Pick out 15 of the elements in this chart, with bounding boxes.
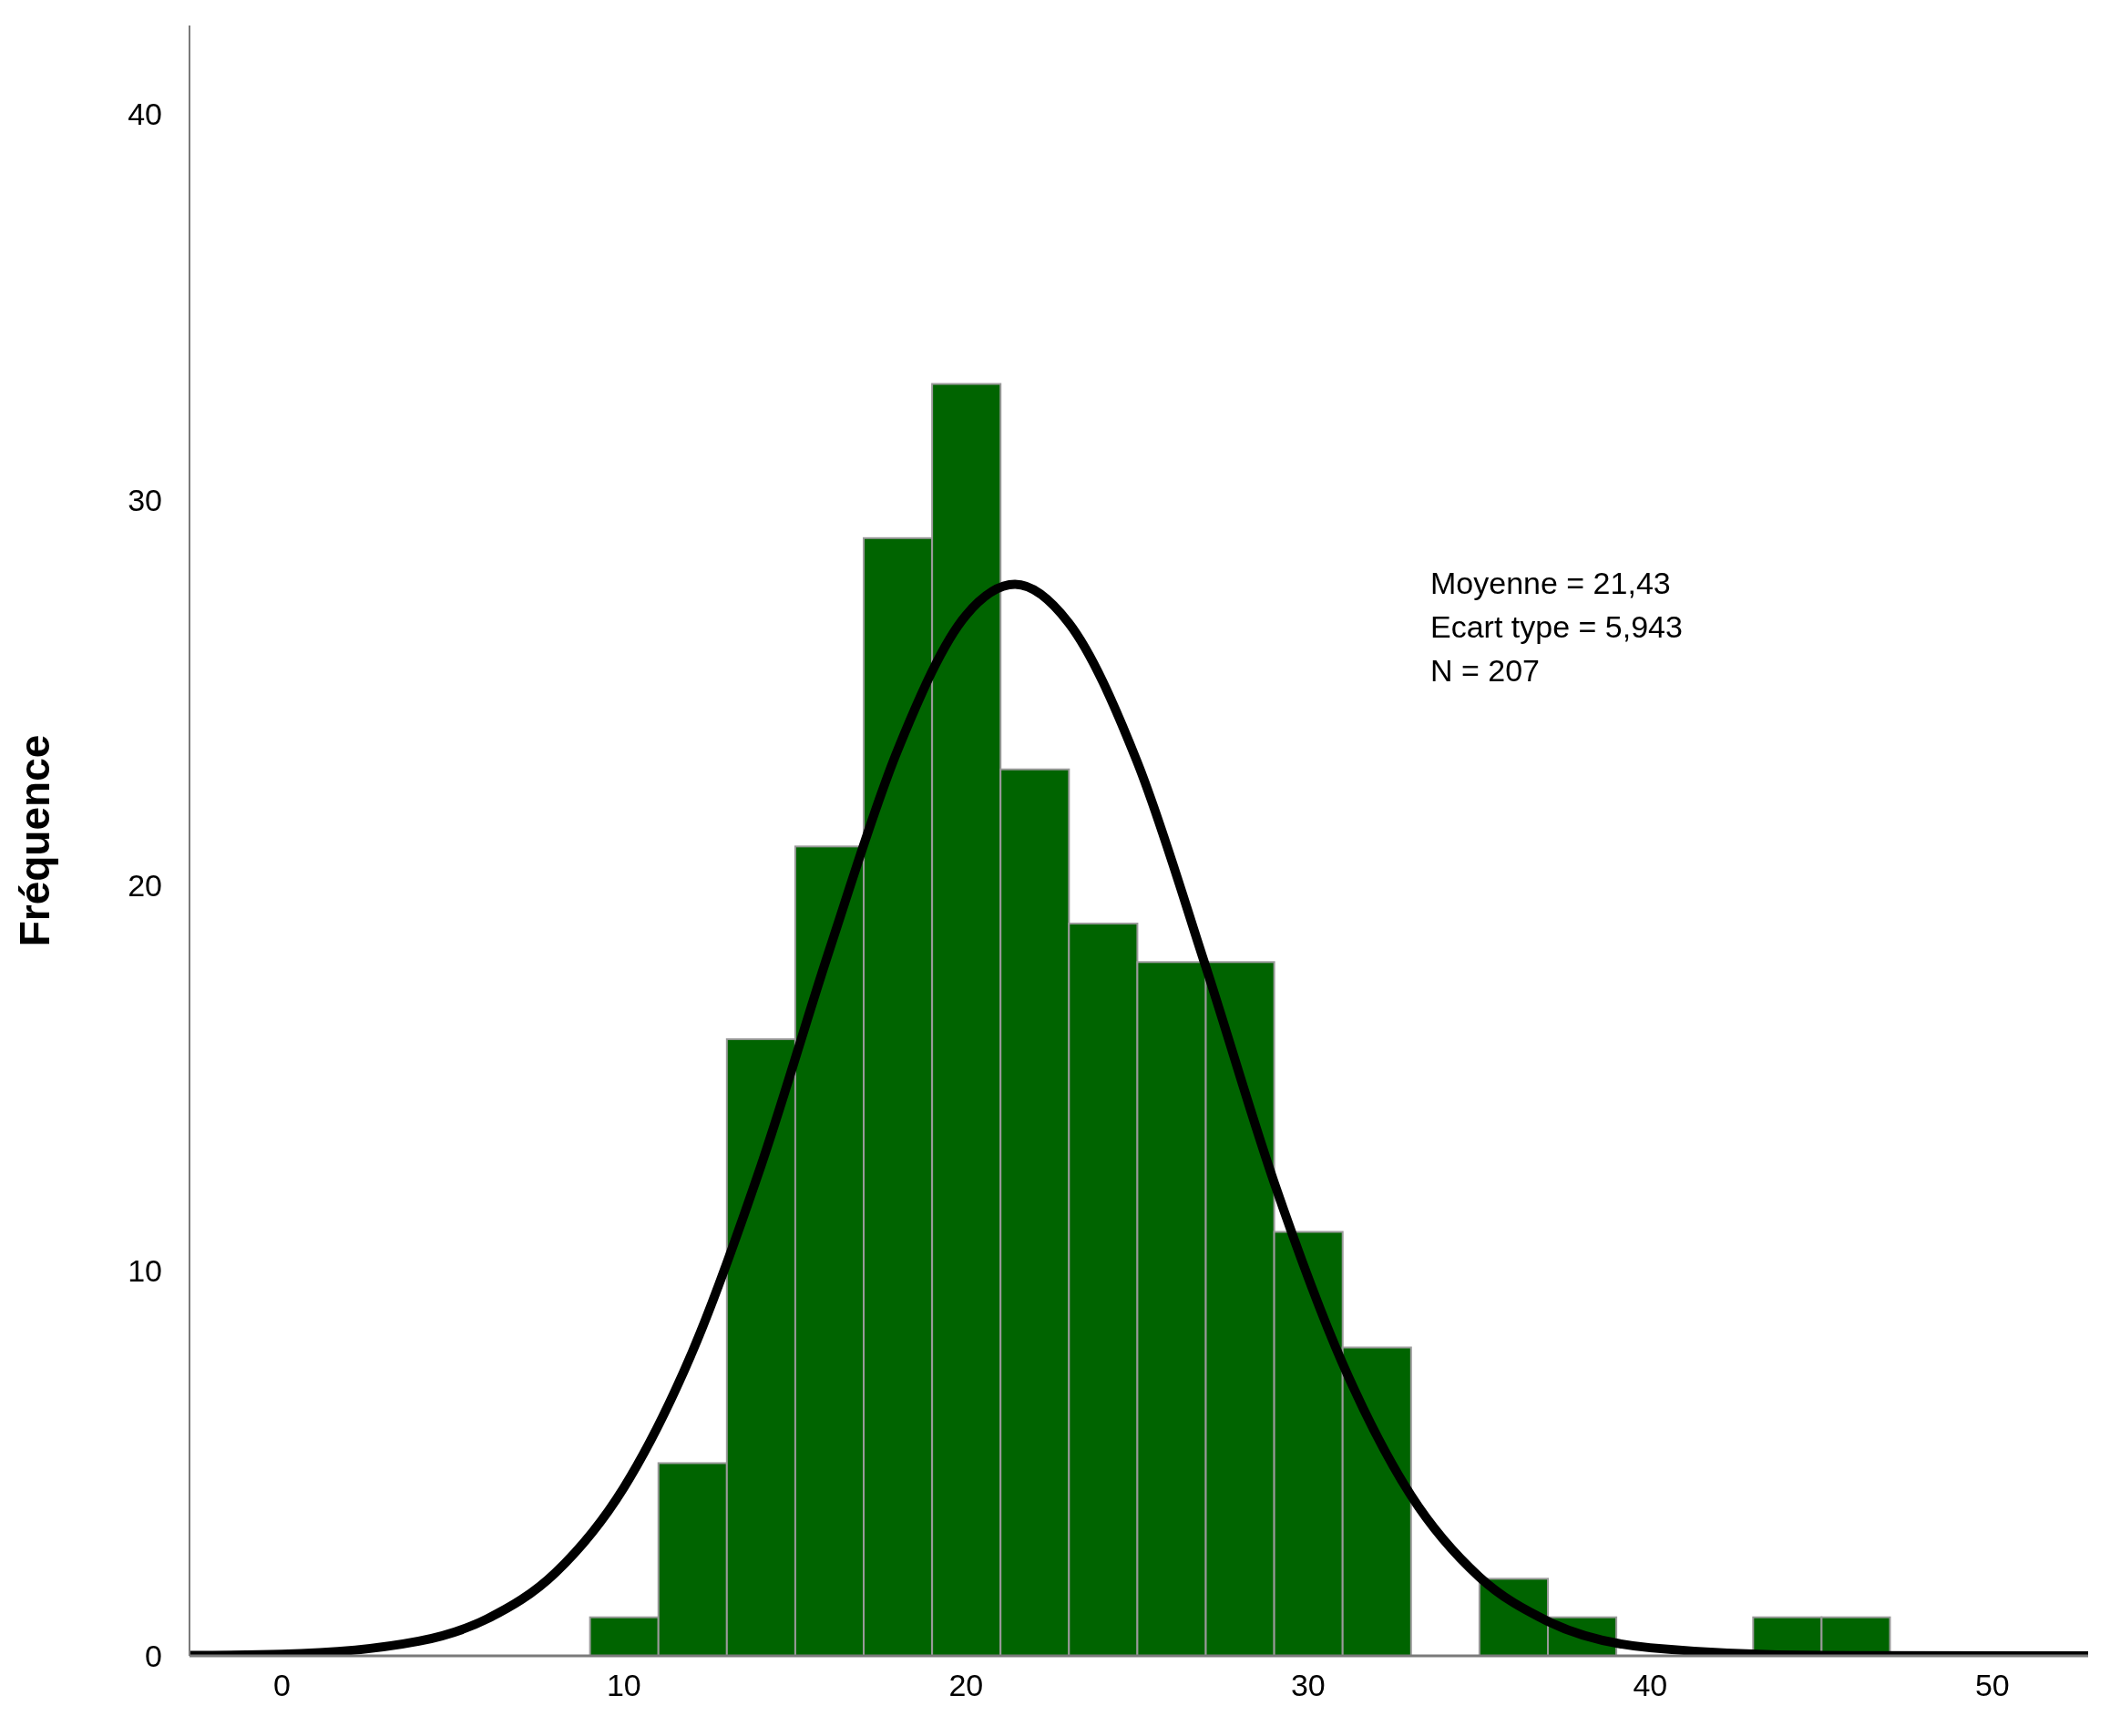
x-tick-label: 50: [1974, 1668, 2010, 1703]
x-tick-label: 30: [1290, 1668, 1326, 1703]
y-tick-label: 40: [128, 97, 162, 132]
y-axis-title: Fréquence: [11, 734, 59, 947]
annotation: Moyenne = 21,43: [1430, 565, 1672, 602]
y-tick-label: 20: [128, 867, 162, 903]
annotation: N = 207: [1430, 652, 1542, 689]
y-tick-label: 10: [128, 1252, 162, 1288]
y-tick-label: 30: [128, 482, 162, 517]
x-tick-label: 20: [948, 1668, 984, 1703]
annotation: Ecart type = 5,943: [1430, 608, 1683, 646]
x-tick-label: 0: [272, 1668, 291, 1703]
y-tick-label: 0: [145, 1639, 162, 1674]
x-tick-label: 10: [606, 1668, 641, 1703]
x-tick-label: 40: [1633, 1668, 1668, 1703]
